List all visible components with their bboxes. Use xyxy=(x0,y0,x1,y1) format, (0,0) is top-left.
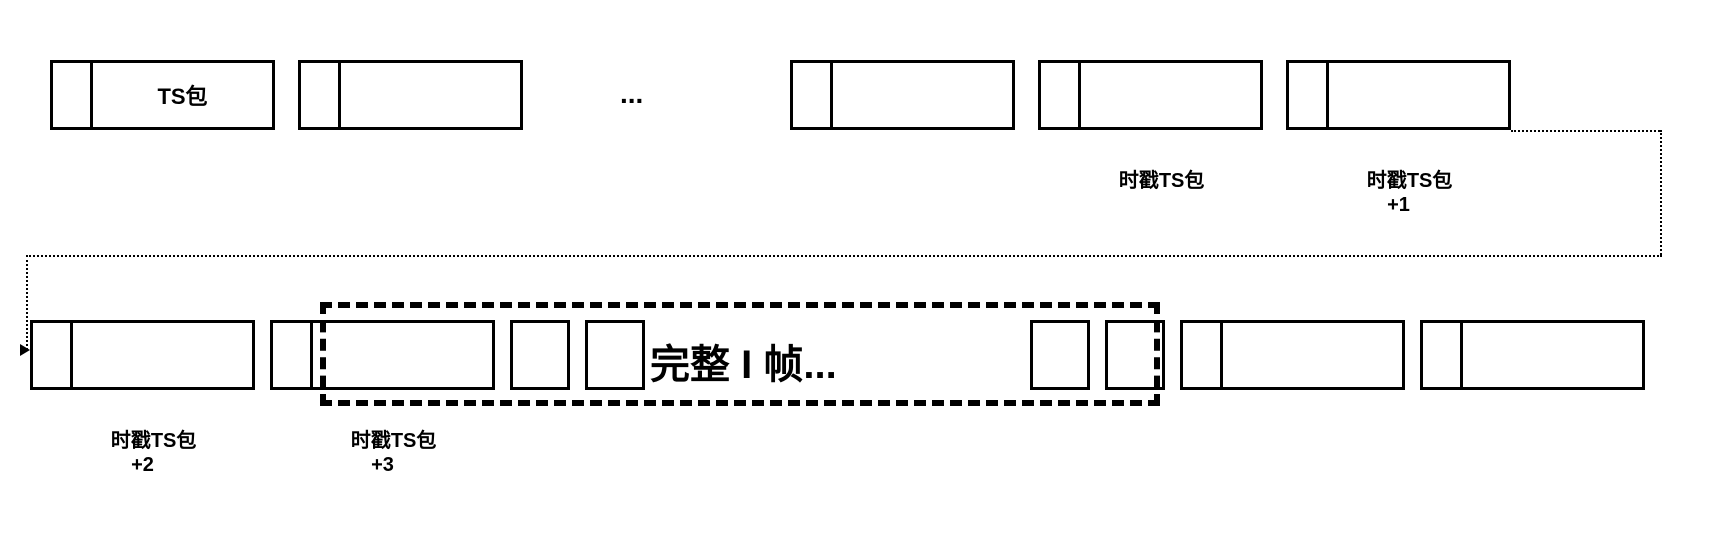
caption-timestamp-ts-3: 时戳TS包 +3 xyxy=(270,405,495,501)
packet-head xyxy=(1289,63,1329,127)
arrow-seg-4 xyxy=(26,255,28,350)
packet-r1-3 xyxy=(1038,60,1263,130)
packet-r2-4 xyxy=(1030,320,1090,390)
packet-head xyxy=(33,323,73,387)
packet-head xyxy=(1423,323,1463,387)
packet-head xyxy=(1041,63,1081,127)
packet-r2-7 xyxy=(1420,320,1645,390)
caption-timestamp-ts-1: 时戳TS包 +1 xyxy=(1286,145,1511,241)
packet-body: TS包 xyxy=(93,63,272,127)
ts-packet-diagram: TS包 ... 时戳TS包 时戳TS包 +1 时戳TS包 +2 时戳T xyxy=(20,20,1703,515)
caption-timestamp-ts-2: 时戳TS包 +2 xyxy=(30,405,255,501)
packet-r1-4 xyxy=(1286,60,1511,130)
arrow-head-icon xyxy=(20,344,30,356)
packet-r1-2 xyxy=(790,60,1015,130)
packet-r2-6 xyxy=(1180,320,1405,390)
packet-head xyxy=(273,323,313,387)
iframe-label: 完整 I 帧... xyxy=(650,332,837,390)
packet-head xyxy=(1183,323,1223,387)
arrow-seg-3 xyxy=(26,255,1662,257)
packet-head xyxy=(53,63,93,127)
arrow-seg-1 xyxy=(1511,130,1660,132)
packet-r2-0 xyxy=(30,320,255,390)
packet-r1-0: TS包 xyxy=(50,60,275,130)
packet-r1-1 xyxy=(298,60,523,130)
packet-head xyxy=(793,63,833,127)
packet-r2-1 xyxy=(270,320,495,390)
caption-timestamp-ts: 时戳TS包 xyxy=(1038,145,1263,217)
ellipsis-row1: ... xyxy=(620,78,643,110)
ts-packet-label: TS包 xyxy=(157,79,207,111)
packet-r2-3 xyxy=(585,320,645,390)
packet-head xyxy=(301,63,341,127)
packet-r2-5 xyxy=(1105,320,1165,390)
packet-r2-2 xyxy=(510,320,570,390)
arrow-seg-2 xyxy=(1660,130,1662,255)
